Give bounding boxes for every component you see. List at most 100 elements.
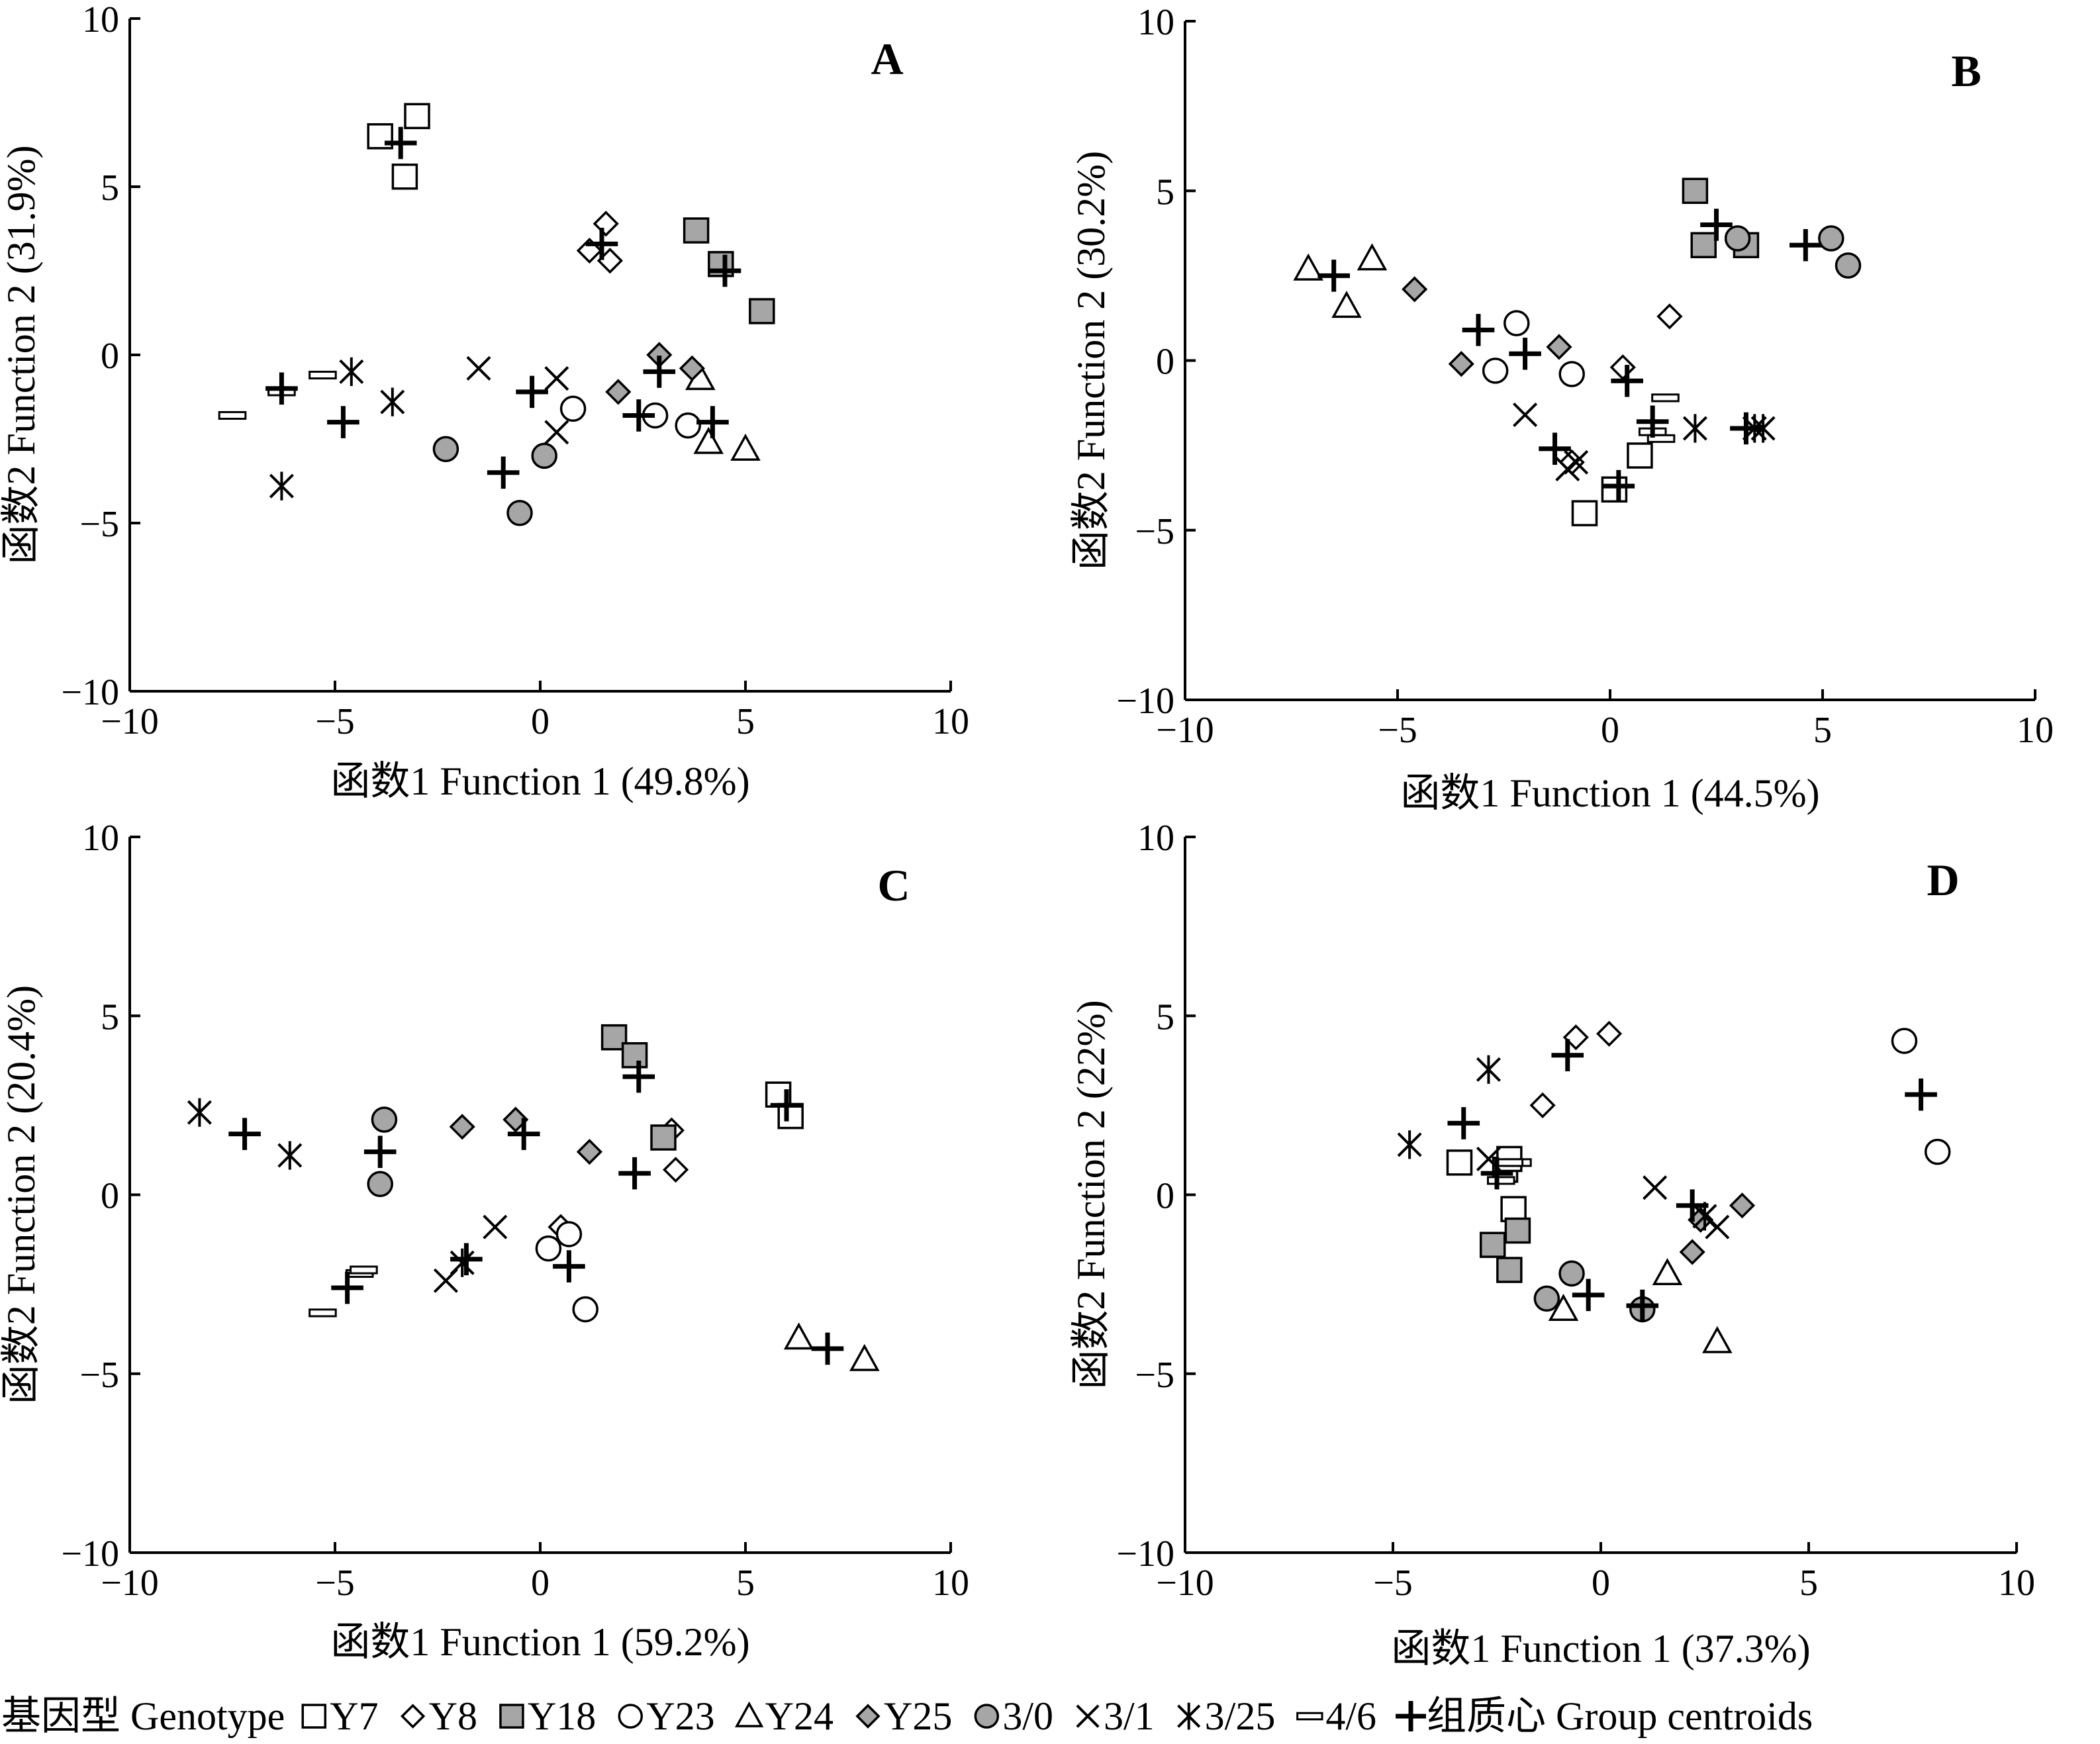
data-point: [621, 1042, 648, 1069]
data-point: [269, 471, 294, 501]
data-point: [502, 1106, 529, 1133]
series-3/0: [1724, 225, 1862, 279]
data-point: [1651, 393, 1680, 403]
legend-label: Y7: [330, 1694, 378, 1738]
data-point: [650, 1124, 677, 1151]
data-point: [1652, 1258, 1683, 1285]
x-tick-label: 10: [932, 701, 969, 742]
data-point: [1702, 1326, 1733, 1353]
data-point: [693, 426, 724, 454]
series-Y25: [1402, 276, 1572, 377]
panel-A: −10 −5 0 5 10 10 5 0 −5 −10 函数1 Function 1 (49.8%)…: [0, 0, 969, 803]
data-point: [1558, 1260, 1585, 1287]
y-tick-label: 0: [101, 336, 119, 377]
series-3/0: [432, 436, 557, 526]
data-point: [1905, 1078, 1937, 1111]
data-point: [331, 1271, 363, 1304]
data-point: [1730, 412, 1762, 445]
series-3/0: [1533, 1260, 1656, 1323]
legend-label: 3/0: [1002, 1694, 1053, 1738]
data-point: [535, 1235, 562, 1262]
x-tick-label: 0: [1592, 1563, 1610, 1604]
legend-label: Y24: [765, 1694, 834, 1738]
data-point: [1447, 1107, 1480, 1139]
legend-marker: [618, 1704, 644, 1729]
data-point: [1500, 1196, 1527, 1222]
y-tick-label: −5: [1135, 1355, 1174, 1396]
panel-letter: C: [877, 860, 910, 910]
data-point: [708, 254, 741, 287]
legend-marker: [855, 1704, 881, 1729]
series-Y7: [367, 103, 430, 190]
data-point: [783, 1322, 814, 1350]
data-point: [1609, 354, 1636, 381]
legend-label: 3/25: [1205, 1694, 1276, 1738]
data-point: [384, 126, 417, 160]
x-tick-label: 0: [531, 701, 549, 742]
data-point: [1562, 1024, 1589, 1051]
x-tick-label: −5: [315, 1563, 355, 1604]
data-point: [1564, 450, 1589, 475]
data-point: [1480, 1157, 1513, 1190]
y-tick-label: 10: [1137, 2, 1174, 43]
data-point: [1700, 209, 1733, 241]
series-组质心 Group centroids: [228, 1060, 844, 1365]
data-point: [380, 387, 405, 416]
data-point: [449, 1114, 475, 1140]
y-axis-label: 函数2 Function 2 (30.2%): [1069, 151, 1113, 570]
series-3/25: [269, 357, 405, 501]
series-Y24: [1548, 1258, 1733, 1353]
y-tick-label: 0: [1156, 342, 1174, 383]
data-point: [339, 357, 364, 386]
legend-marker: [1076, 1704, 1100, 1728]
legend-marker: [1296, 1712, 1323, 1721]
data-point: [1924, 1138, 1951, 1165]
data-point: [391, 164, 418, 190]
data-point: [1551, 1039, 1584, 1072]
series-3/25: [1397, 1055, 1717, 1231]
series-组质心 Group centroids: [1447, 1039, 1937, 1322]
series-Y23: [1482, 310, 1585, 387]
data-point: [679, 355, 705, 381]
data-point: [559, 395, 587, 422]
data-point: [1462, 314, 1495, 346]
x-axis-label: 函数1 Function 1 (44.5%): [1400, 771, 1819, 815]
data-point: [1479, 1232, 1506, 1258]
y-tick-label: 5: [1156, 171, 1174, 213]
data-point: [1750, 414, 1776, 443]
data-point: [576, 1139, 602, 1165]
legend: 基因型 Genotype Y7 Y8 Y18 Y23 Y24 Y25 3/0 3/1 3/25 4/…: [1, 1694, 1813, 1738]
data-point: [544, 366, 569, 391]
data-point: [1626, 1289, 1659, 1322]
data-point: [187, 1098, 212, 1127]
panel-D: −10 −5 0 5 10 10 5 0 −5 −10 函数1 Function 1 (37.3%)…: [1069, 818, 2035, 1671]
data-point: [1529, 1092, 1556, 1118]
panel-letter: D: [1927, 855, 1959, 905]
data-point: [1539, 432, 1571, 465]
legend-marker: [734, 1701, 764, 1727]
data-point: [1611, 364, 1643, 397]
legend-marker: [974, 1704, 1000, 1729]
data-point: [450, 1248, 475, 1277]
data-point: [572, 1296, 598, 1323]
data-point: [450, 1243, 483, 1276]
x-tick-label: −10: [1156, 710, 1214, 751]
data-point: [1891, 1028, 1918, 1054]
panel-letter: A: [871, 34, 903, 84]
data-point: [487, 456, 520, 489]
series-组质心 Group centroids: [1317, 209, 1822, 503]
data-point: [1486, 1176, 1515, 1185]
data-point: [1572, 1279, 1605, 1312]
data-point: [1503, 310, 1530, 336]
x-tick-label: −10: [101, 701, 159, 742]
data-point: [1676, 1189, 1709, 1222]
data-point: [516, 375, 548, 409]
legend-label: Y18: [528, 1694, 596, 1738]
series-3/25: [187, 1098, 475, 1277]
y-axis-label: 函数2 Function 2 (31.9%): [0, 145, 43, 564]
legend-marker: [400, 1704, 426, 1729]
panel-C: −10 −5 0 5 10 10 5 0 −5 −10 函数1 Function 1 (59.2%)…: [0, 818, 969, 1664]
data-point: [1331, 291, 1362, 318]
data-point: [507, 1118, 540, 1150]
data-point: [1818, 225, 1844, 252]
